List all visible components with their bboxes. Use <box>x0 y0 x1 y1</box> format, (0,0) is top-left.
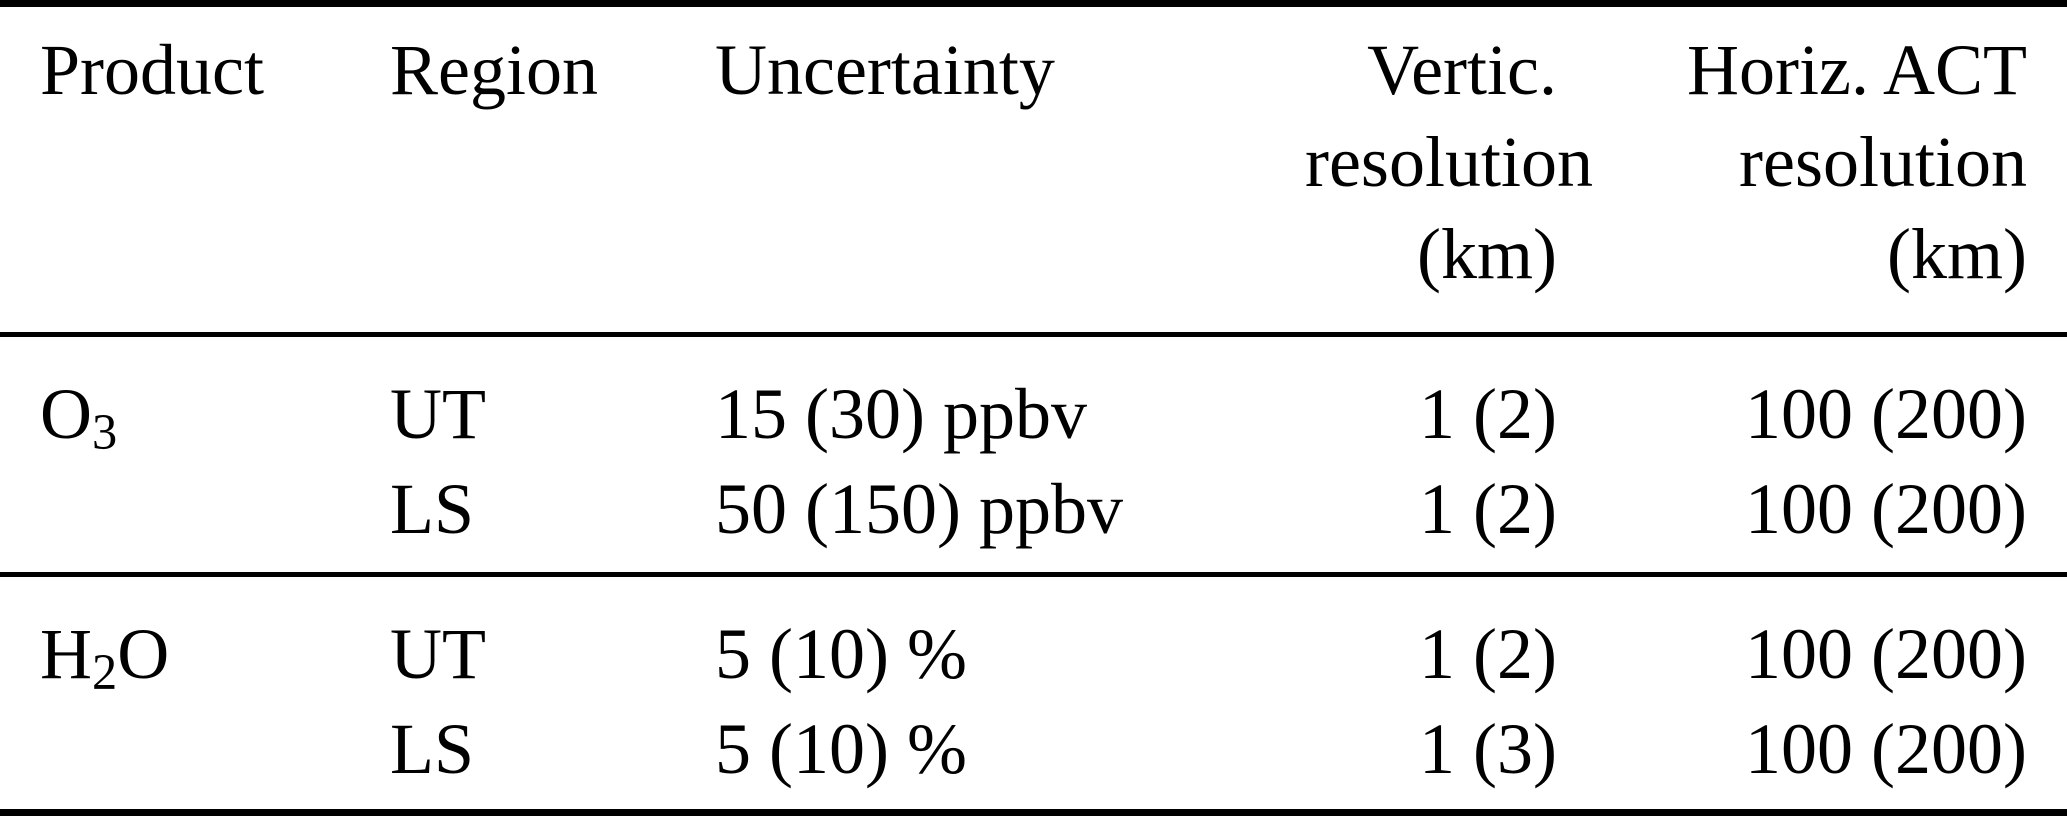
product-subscript: 3 <box>92 404 118 461</box>
uncertainty-cell: 5 (10) % <box>715 709 967 789</box>
table-header-row: Product Region Uncertainty Vertic. resol… <box>0 7 2067 337</box>
header-region: Region <box>390 30 598 110</box>
horizontal-resolution-cell: 100 (200) <box>1745 374 2027 454</box>
header-vertical-resolution-line3: (km) <box>1417 214 1557 294</box>
product-cell-o3: O3 <box>40 373 390 457</box>
region-cell: UT <box>390 614 486 694</box>
region-cell: UT <box>390 374 486 454</box>
product-subscript: 2 <box>92 644 118 701</box>
vertical-resolution-cell: 1 (3) <box>1419 709 1557 789</box>
header-vertical-resolution-line2: resolution <box>1305 122 1593 202</box>
table-group-o3: O3 UT 15 (30) ppbv 1 (2) 100 (200) LS 50… <box>0 337 2067 577</box>
uncertainty-cell: 5 (10) % <box>715 614 967 694</box>
vertical-resolution-cell: 1 (2) <box>1419 614 1557 694</box>
header-horizontal-act-resolution-line2: resolution <box>1739 122 2027 202</box>
product-suffix: O <box>117 614 170 694</box>
vertical-resolution-cell: 1 (2) <box>1419 469 1557 549</box>
header-horizontal-act-resolution: Horiz. ACT resolution (km) <box>1597 24 2067 300</box>
header-vertical-resolution-line1: Vertic. <box>1367 30 1557 110</box>
table-group-h2o: H2O UT 5 (10) % 1 (2) 100 (200) LS 5 (10… <box>0 577 2067 809</box>
header-product: Product <box>40 30 264 110</box>
horizontal-resolution-cell: 100 (200) <box>1745 614 2027 694</box>
header-horizontal-act-resolution-line3: (km) <box>1887 214 2027 294</box>
table-row: H2O UT 5 (10) % 1 (2) 100 (200) <box>0 607 2067 702</box>
horizontal-resolution-cell: 100 (200) <box>1745 469 2027 549</box>
product-cell-h2o: H2O <box>40 613 390 697</box>
uncertainty-cell: 15 (30) ppbv <box>715 374 1087 454</box>
header-uncertainty: Uncertainty <box>715 30 1055 110</box>
product-base: O <box>40 374 92 454</box>
table-row: O3 UT 15 (30) ppbv 1 (2) 100 (200) <box>0 367 2067 462</box>
vertical-resolution-cell: 1 (2) <box>1419 374 1557 454</box>
region-cell: LS <box>390 469 475 549</box>
table-row: LS 50 (150) ppbv 1 (2) 100 (200) <box>0 462 2067 557</box>
horizontal-resolution-cell: 100 (200) <box>1745 709 2027 789</box>
header-vertical-resolution: Vertic. resolution (km) <box>1305 24 1597 300</box>
uncertainty-cell: 50 (150) ppbv <box>715 469 1123 549</box>
header-horizontal-act-resolution-line1: Horiz. ACT <box>1687 30 2027 110</box>
product-base: H <box>40 614 92 694</box>
region-cell: LS <box>390 709 475 789</box>
table-row: LS 5 (10) % 1 (3) 100 (200) <box>0 702 2067 797</box>
